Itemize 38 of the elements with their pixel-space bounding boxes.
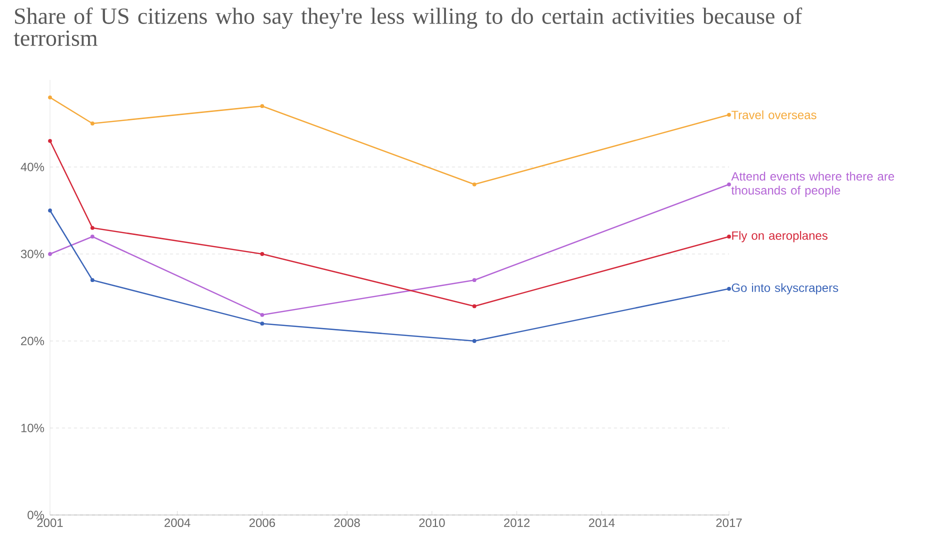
point	[260, 312, 264, 317]
point	[90, 226, 94, 230]
point	[472, 278, 476, 282]
x-tick-label: 2014	[588, 518, 615, 528]
series-label: Travel overseas	[731, 110, 816, 120]
point	[727, 112, 731, 117]
x-tick-label: 2001	[37, 518, 63, 528]
series-label: Go into skyscrapers	[732, 283, 838, 294]
y-tick-label: 40%	[20, 162, 44, 172]
point	[90, 234, 94, 239]
y-tick-label: 30%	[20, 250, 44, 258]
point	[260, 252, 264, 256]
x-tick-label: 2004	[164, 518, 190, 528]
point	[260, 104, 264, 108]
series-label: Attend events where there are thousands of people	[731, 172, 894, 197]
point	[727, 182, 731, 186]
point	[727, 286, 731, 291]
y-tick-label: 10%	[21, 424, 44, 432]
point	[472, 339, 476, 343]
chart-title: Share of US citizens who say they're less willing to do certain activities because of terrorism	[14, 8, 802, 46]
point	[727, 234, 731, 239]
x-tick-label: 2006	[249, 518, 276, 528]
x-tick-label: 2017	[716, 518, 742, 528]
x-tick-label: 2012	[504, 518, 530, 528]
x-tick-label: 2010	[419, 518, 445, 528]
series-label: Fly on aeroplanes	[732, 231, 828, 242]
point	[472, 304, 476, 308]
point	[472, 182, 476, 186]
y-tick-label: 20%	[21, 336, 44, 346]
x-tick-label: 2008	[334, 518, 360, 528]
point	[48, 252, 52, 256]
point	[48, 95, 52, 100]
point	[48, 138, 52, 143]
point	[90, 122, 94, 126]
point	[48, 208, 52, 212]
point	[90, 278, 94, 282]
point	[260, 322, 264, 326]
y-tick-label: 0%	[28, 510, 44, 520]
